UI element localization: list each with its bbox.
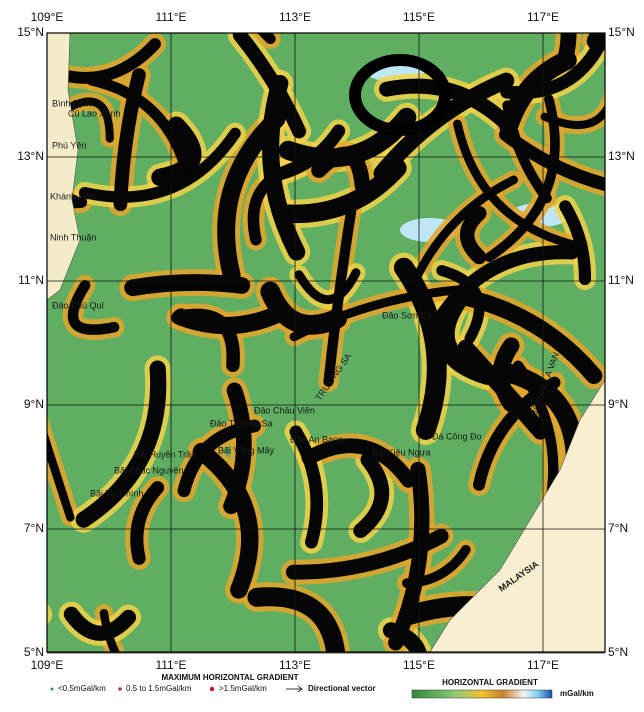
legend-item: Directional vector	[308, 684, 376, 693]
legend-item: >1.5mGal/km	[219, 684, 267, 693]
lat-label: 5°N	[24, 645, 44, 659]
lon-label: 109°E	[31, 10, 64, 24]
lat-label: 15°N	[17, 25, 44, 39]
place-label: Đảo Sơn Ca	[382, 310, 432, 320]
legend-symbol	[210, 687, 214, 691]
place-label: Phú Yên	[52, 140, 86, 150]
legend-title: MAXIMUM HORIZONTAL GRADIENT	[161, 673, 298, 682]
lat-label: 13°N	[608, 149, 635, 163]
lat-label: 13°N	[17, 149, 44, 163]
place-label: Khánh Hòa	[50, 191, 95, 201]
place-label: Bãi Huyền Trân	[134, 449, 196, 459]
lon-label: 115°E	[403, 658, 435, 672]
legend-item: <0.5mGal/km	[58, 684, 106, 693]
place-label: Ninh Thuận	[50, 232, 96, 242]
place-label: Đảo Phú Quí	[52, 300, 105, 310]
place-label: Bãi Kiệu Ngựa	[372, 447, 431, 457]
legend-symbol	[118, 687, 122, 691]
legend-symbol	[51, 688, 54, 691]
lon-label: 115°E	[403, 10, 435, 24]
colorbar	[412, 690, 552, 698]
lon-label: 113°E	[279, 658, 311, 672]
place-label: Bãi Phúc Nguyên	[114, 465, 184, 475]
lon-label: 117°E	[527, 10, 559, 24]
lon-label: 117°E	[527, 658, 559, 672]
lat-label: 9°N	[24, 397, 44, 411]
place-label: Bãi Vũng Mây	[218, 445, 275, 455]
place-label: Đảo An Bang	[290, 434, 343, 444]
lon-label: 111°E	[155, 10, 186, 24]
lat-label: 11°N	[18, 273, 44, 287]
place-label: Cù Lao Xanh	[68, 108, 121, 118]
map-figure: 109°E 109°E 111°E 111°E 113°E 113°E 115°E 115°E…	[0, 0, 644, 707]
lat-label: 11°N	[608, 273, 634, 287]
colorbar-unit: mGal/km	[560, 689, 594, 698]
legend-item: 0.5 to 1.5mGal/km	[126, 684, 192, 693]
colorbar-title: HORIZONTAL GRADIENT	[442, 678, 538, 687]
lat-label: 7°N	[608, 521, 628, 535]
place-label: Đá Công Đo	[432, 431, 482, 441]
lat-label: 5°N	[608, 645, 628, 659]
ridge	[133, 282, 242, 287]
place-label: Đảo Châu Viên	[254, 405, 315, 415]
lat-label: 15°N	[608, 25, 635, 39]
legend: <0.5mGal/km 0.5 to 1.5mGal/km >1.5mGal/k…	[51, 673, 594, 698]
lat-label: 7°N	[24, 521, 44, 535]
lat-label: 9°N	[608, 397, 628, 411]
place-label: Bình Định	[52, 98, 92, 108]
lon-label: 113°E	[279, 10, 311, 24]
lon-label: 111°E	[155, 658, 186, 672]
lon-label: 109°E	[31, 658, 64, 672]
place-label: Bãi Tư Chính	[90, 488, 143, 498]
place-label: Đảo Trường Sa	[210, 418, 272, 428]
